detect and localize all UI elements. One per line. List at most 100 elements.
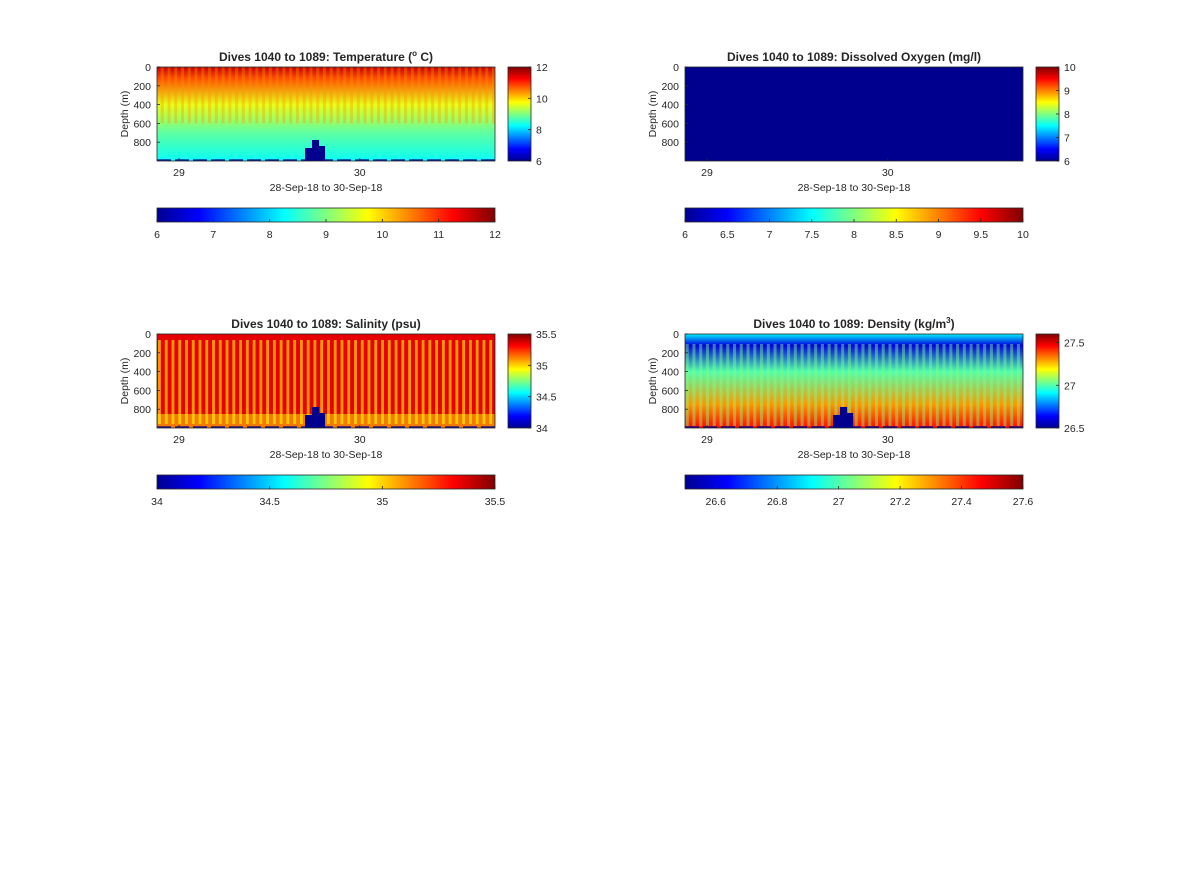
density-dive-41 [956, 344, 960, 426]
oxygen-bottom-cbar-tick-9.5: 9.5 [973, 229, 988, 241]
temperature-dive-9 [214, 67, 218, 124]
salinity-dive-5 [185, 340, 188, 424]
temperature-dive-10 [221, 67, 225, 124]
salinity-xlabel: 28-Sep-18 to 30-Sep-18 [270, 449, 383, 461]
oxygen-side-cbar-tick-8: 8 [1064, 109, 1070, 121]
density-dive-1 [685, 344, 689, 426]
salinity-dive-49 [482, 340, 486, 424]
density-dive-17 [793, 344, 797, 426]
temperature-dive-22 [302, 67, 306, 124]
oxygen-bottom-cbar-tick-7: 7 [767, 229, 773, 241]
salinity-dive-34 [381, 340, 384, 424]
density-dive-45 [983, 344, 987, 426]
salinity-dive-35 [387, 340, 391, 424]
density-dive-48 [1003, 344, 1007, 426]
temperature-ytick-400: 400 [133, 100, 151, 112]
salinity-dive-45 [455, 340, 459, 424]
temperature-dive-24 [316, 67, 320, 124]
temperature-xtick-29: 29 [173, 167, 185, 179]
density-dive-24 [841, 344, 845, 426]
oxygen-xtick-29: 29 [701, 167, 713, 179]
density-dive-32 [895, 344, 899, 426]
temperature-dive-42 [437, 67, 441, 124]
salinity-dive-18 [272, 340, 276, 424]
temperature-field [157, 67, 495, 161]
salinity-ylabel: Depth (m) [119, 358, 131, 405]
density-dive-44 [976, 344, 980, 426]
density-side-colorbar [1035, 333, 1060, 429]
density-ytick-200: 200 [661, 348, 679, 360]
density-dive-34 [908, 344, 912, 426]
density-dive-27 [861, 344, 865, 426]
density-dive-39 [942, 344, 946, 426]
salinity-ytick-800: 800 [133, 404, 151, 416]
salinity-dive-21 [293, 340, 297, 424]
oxygen-field [685, 67, 1023, 161]
temperature-dive-49 [485, 67, 489, 124]
salinity-xtick-30: 30 [354, 434, 366, 446]
oxygen-ytick-600: 600 [661, 118, 679, 130]
oxygen-side-cbar-tick-7: 7 [1064, 133, 1070, 145]
salinity-dive-23 [306, 340, 310, 424]
salinity-ytick-600: 600 [133, 385, 151, 397]
temperature-dive-16 [262, 67, 266, 124]
density-side-cbar-tick-26.5: 26.5 [1064, 423, 1085, 435]
salinity-dive-46 [462, 340, 466, 424]
temperature-side-cbar-tick-6: 6 [536, 156, 542, 168]
density-dive-21 [820, 344, 824, 426]
temperature-dive-7 [201, 67, 205, 124]
salinity-side-cbar-tick-35.5: 35.5 [536, 329, 557, 341]
salinity-dive-29 [347, 340, 351, 424]
density-ytick-600: 600 [661, 385, 679, 397]
density-dive-19 [807, 344, 811, 426]
temperature-dive-28 [343, 67, 347, 124]
salinity-dive-14 [245, 340, 249, 424]
temperature-dive-41 [431, 67, 435, 124]
temperature-dive-4 [180, 67, 185, 124]
oxygen-bottom-cbar-tick-10: 10 [1017, 229, 1029, 241]
salinity-dive-9 [212, 340, 215, 424]
salinity-axes-frame [156, 333, 496, 429]
temperature-heatmap [156, 66, 496, 162]
oxygen-side-cbar-tick-6: 6 [1064, 156, 1070, 168]
salinity-dive-10 [218, 340, 222, 424]
salinity-title: Dives 1040 to 1089: Salinity (psu) [231, 317, 420, 331]
density-dive-11 [753, 344, 757, 426]
temperature-dive-45 [458, 67, 462, 124]
temperature-dive-39 [417, 67, 421, 124]
density-title: Dives 1040 to 1089: Density (kg/m3) [753, 316, 954, 331]
density-dive-22 [827, 344, 831, 426]
density-field [685, 334, 1023, 428]
oxygen-xtick-30: 30 [882, 167, 894, 179]
density-dive-46 [989, 344, 993, 426]
density-dive-2 [692, 344, 696, 426]
oxygen-bottom-cbar-tick-7.5: 7.5 [804, 229, 819, 241]
salinity-dive-16 [259, 340, 263, 424]
temperature-side-cbar-tick-12: 12 [536, 62, 548, 74]
temperature-dive-15 [255, 67, 259, 124]
temperature-dive-19 [282, 67, 286, 124]
temperature-dive-12 [235, 67, 239, 124]
salinity-dive-31 [360, 340, 364, 424]
salinity-ytick-400: 400 [133, 367, 151, 379]
temperature-bottom-cbar-tick-6: 6 [154, 229, 160, 241]
temperature-ytick-800: 800 [133, 137, 151, 149]
salinity-dive-36 [394, 340, 398, 424]
oxygen-ytick-0: 0 [673, 62, 679, 74]
density-xtick-29: 29 [701, 434, 713, 446]
temperature-dive-2 [167, 67, 171, 124]
temperature-title: Dives 1040 to 1089: Temperature (o C) [219, 49, 433, 64]
temperature-side-colorbar [507, 66, 532, 162]
density-dive-26 [854, 344, 858, 426]
oxygen-ylabel: Depth (m) [647, 91, 659, 138]
temperature-dive-31 [363, 67, 367, 124]
oxygen-axes-frame [684, 66, 1024, 162]
temperature-dive-6 [194, 67, 198, 124]
oxygen-ytick-400: 400 [661, 100, 679, 112]
density-ylabel: Depth (m) [647, 358, 659, 405]
salinity-bottom-cbar-tick-34: 34 [151, 496, 163, 508]
temperature-bottom-cbar-tick-7: 7 [210, 229, 216, 241]
salinity-dive-40 [421, 340, 425, 424]
density-dive-20 [814, 344, 818, 426]
